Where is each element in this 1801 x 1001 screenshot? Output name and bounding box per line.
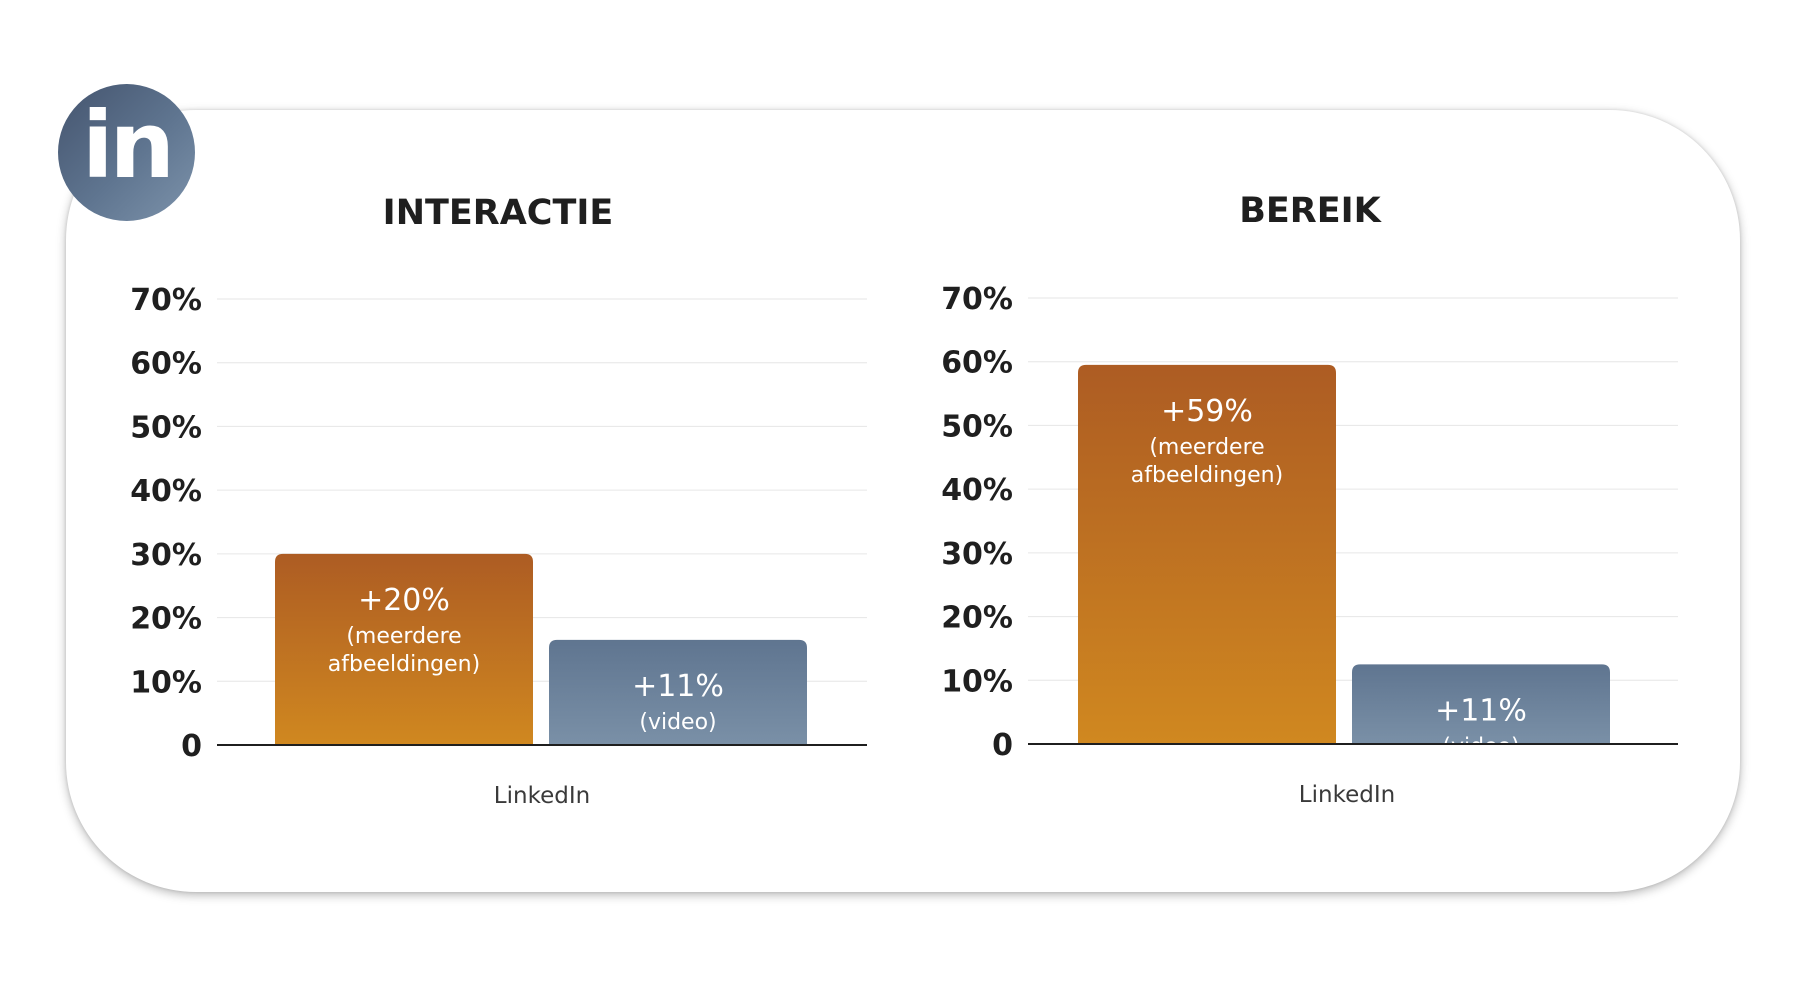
y-tick-label: 40% xyxy=(130,474,202,509)
chart-title: BEREIK xyxy=(1239,191,1382,231)
y-tick-label: 0 xyxy=(181,729,202,764)
chart-card xyxy=(66,110,1740,892)
chart-title: INTERACTIE xyxy=(383,193,614,233)
y-tick-label: 60% xyxy=(130,347,202,382)
bar-sublabel: afbeeldingen) xyxy=(328,652,480,677)
bar xyxy=(549,639,807,745)
y-tick-label: 30% xyxy=(941,537,1013,572)
y-tick-label: 40% xyxy=(941,473,1013,508)
y-tick-label: 70% xyxy=(130,283,202,318)
y-tick-label: 0 xyxy=(992,728,1013,763)
y-tick-label: 20% xyxy=(941,601,1013,636)
bar xyxy=(1352,664,1610,744)
y-tick-label: 50% xyxy=(941,409,1013,444)
bar-value-label: +20% xyxy=(358,583,450,618)
y-tick-label: 30% xyxy=(130,538,202,573)
bar xyxy=(1078,364,1336,744)
y-tick-label: 10% xyxy=(130,665,202,700)
bar-sublabel: (meerdere xyxy=(346,624,461,649)
bar-sublabel: afbeeldingen) xyxy=(1131,463,1283,488)
y-tick-label: 10% xyxy=(941,664,1013,699)
bar-value-label: +11% xyxy=(632,669,724,704)
y-tick-label: 20% xyxy=(130,602,202,637)
y-tick-label: 70% xyxy=(941,282,1013,317)
category-label: LinkedIn xyxy=(494,783,590,809)
logo-text: in xyxy=(81,92,175,199)
bar xyxy=(275,553,533,745)
category-label: LinkedIn xyxy=(1299,782,1395,808)
bereik-chart: BEREIK 0 10% 20% 30% 40% 50% 60% 70% +59% (meerder… xyxy=(941,191,1678,808)
y-tick-label: 60% xyxy=(941,346,1013,381)
interactie-chart: INTERACTIE 0 10% 20% 30% 40% 50% 60% 70% +20% (mee… xyxy=(130,193,867,809)
linkedin-icon: in xyxy=(58,84,195,221)
bar-sublabel: (video) xyxy=(1442,734,1519,759)
bar-value-label: +59% xyxy=(1161,394,1253,429)
bar-sublabel: (video) xyxy=(639,710,716,735)
y-tick-label: 50% xyxy=(130,410,202,445)
bar-value-label: +11% xyxy=(1435,693,1527,728)
bar-sublabel: (meerdere xyxy=(1149,435,1264,460)
